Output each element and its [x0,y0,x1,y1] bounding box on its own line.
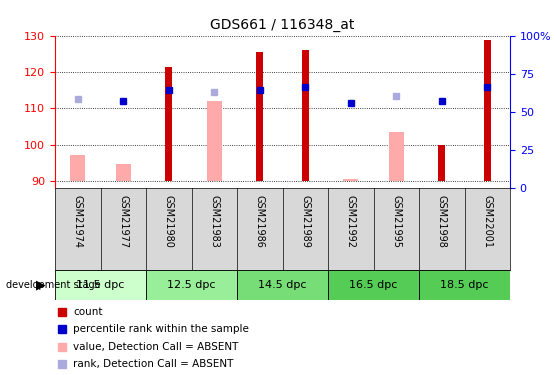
Bar [237,270,328,300]
Bar [256,52,263,181]
Bar [484,40,491,181]
Text: 12.5 dpc: 12.5 dpc [167,280,216,290]
Text: GSM21989: GSM21989 [300,195,310,248]
Text: GSM21980: GSM21980 [164,195,174,248]
Text: value, Detection Call = ABSENT: value, Detection Call = ABSENT [73,342,239,352]
Text: percentile rank within the sample: percentile rank within the sample [73,324,249,334]
Text: 14.5 dpc: 14.5 dpc [258,280,307,290]
Text: 16.5 dpc: 16.5 dpc [349,280,398,290]
Bar [55,270,146,300]
Text: GSM21992: GSM21992 [346,195,356,248]
Bar [146,270,237,300]
Text: rank, Detection Call = ABSENT: rank, Detection Call = ABSENT [73,359,234,369]
Text: ▶: ▶ [36,279,46,291]
Bar [116,165,130,181]
Text: GSM21986: GSM21986 [255,195,265,248]
Text: 18.5 dpc: 18.5 dpc [440,280,489,290]
Bar [438,145,445,181]
Bar [165,67,172,181]
Text: count: count [73,307,103,317]
Bar [70,155,85,181]
Text: GSM21995: GSM21995 [391,195,401,248]
Text: GSM21983: GSM21983 [209,195,219,248]
Bar [328,270,419,300]
Text: GSM21998: GSM21998 [437,195,447,248]
Text: GSM22001: GSM22001 [482,195,492,248]
Text: GSM21974: GSM21974 [73,195,83,248]
Bar [302,51,309,181]
Text: 11.5 dpc: 11.5 dpc [77,280,125,290]
Bar [344,179,358,181]
Text: GSM21977: GSM21977 [118,195,128,248]
Bar [389,132,403,181]
Text: development stage: development stage [6,280,100,290]
Bar [419,270,510,300]
Title: GDS661 / 116348_at: GDS661 / 116348_at [210,18,355,32]
Bar [207,101,221,181]
